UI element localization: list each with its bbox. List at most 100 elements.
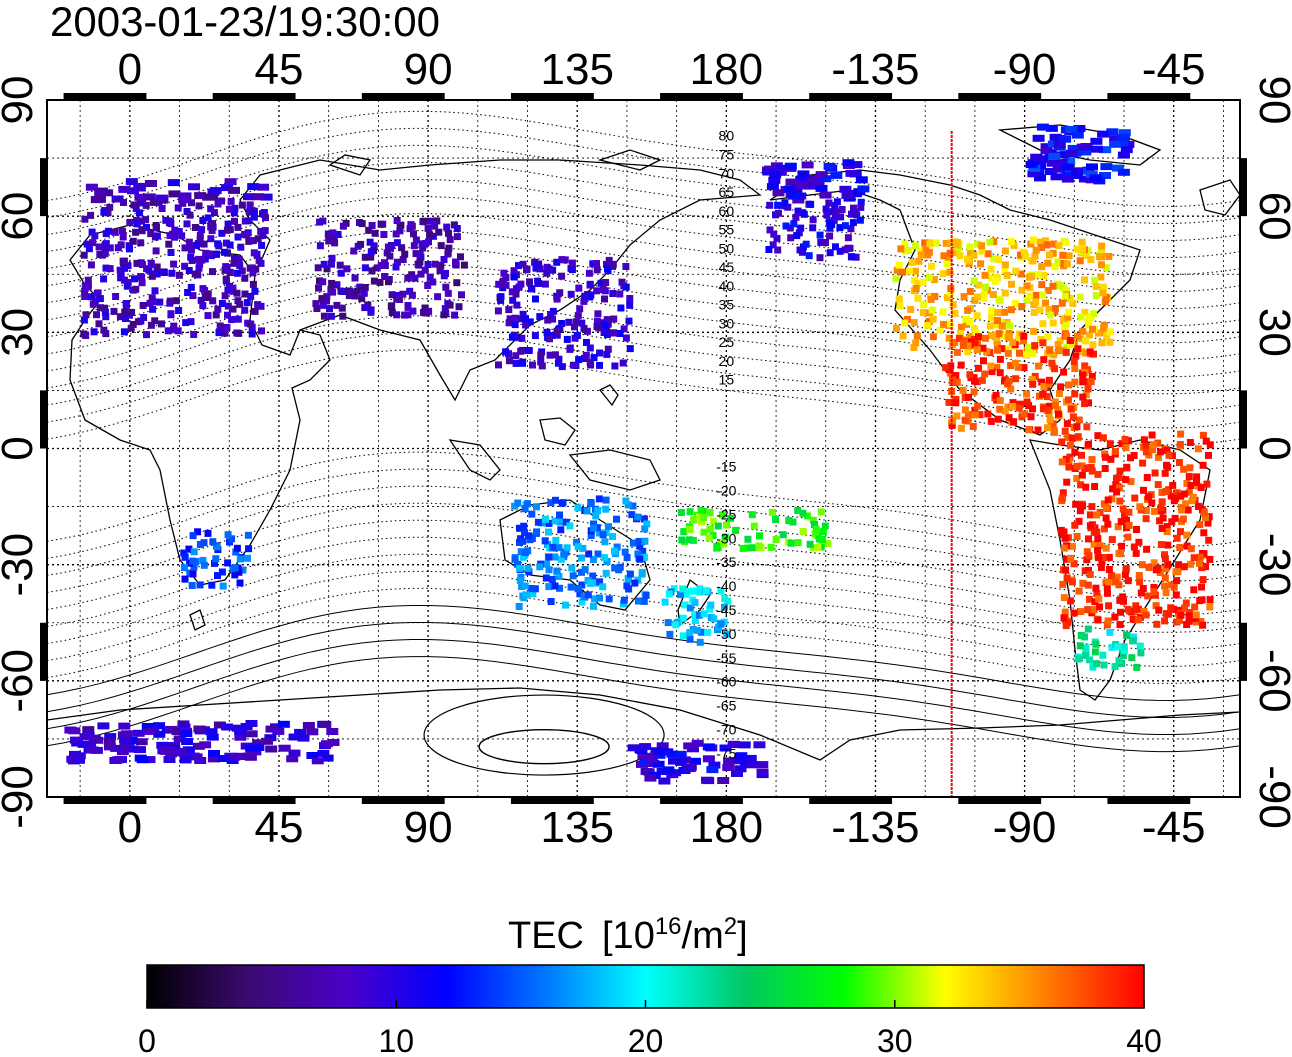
tec-cell — [719, 744, 732, 752]
tec-cell — [513, 301, 521, 309]
tec-cell — [1161, 555, 1169, 563]
tec-cell — [1068, 578, 1076, 586]
tec-cell — [1120, 647, 1128, 654]
tec-cell — [698, 518, 706, 526]
tec-cell — [974, 240, 982, 248]
tec-cell — [1046, 347, 1054, 354]
tec-cell — [683, 742, 696, 750]
tec-cell — [243, 752, 256, 760]
tec-cell — [102, 240, 110, 248]
tec-cell — [620, 596, 628, 604]
tec-cell — [1020, 337, 1028, 345]
tec-cell — [167, 220, 175, 228]
tec-cell — [583, 339, 590, 346]
tec-cell — [218, 300, 226, 307]
tec-cell — [199, 741, 212, 749]
tec-cell — [1190, 554, 1198, 562]
tec-cell — [434, 293, 442, 301]
tec-cell — [249, 280, 257, 288]
tec-cell — [1039, 291, 1047, 299]
tec-cell — [1055, 242, 1063, 249]
tec-cell — [775, 164, 788, 172]
tec-cell — [505, 306, 513, 314]
tec-cell — [219, 582, 227, 590]
tec-cell — [1107, 572, 1115, 580]
tec-cell — [766, 201, 774, 209]
tec-cell — [257, 227, 265, 235]
left-lat-label: 90 — [0, 76, 42, 125]
tec-cell — [251, 307, 259, 315]
tec-cell — [1012, 375, 1020, 383]
top-lon-label: 180 — [690, 45, 763, 94]
tec-cell — [1098, 339, 1106, 347]
tec-cell — [1064, 396, 1072, 404]
contour-label: -65 — [716, 698, 736, 714]
tec-cell — [531, 585, 539, 593]
tec-cell — [245, 730, 258, 738]
tec-cell — [1206, 441, 1214, 449]
tec-cell — [772, 189, 785, 197]
tec-cell — [1076, 143, 1089, 151]
tec-cell — [243, 231, 251, 239]
tec-cell — [1084, 606, 1092, 614]
tec-cell — [1071, 448, 1079, 456]
tec-cell — [1086, 571, 1094, 578]
tec-cell — [605, 256, 613, 264]
tec-cell — [260, 193, 273, 201]
tec-cell — [1170, 583, 1178, 591]
tec-cell — [695, 611, 703, 619]
tec-cell — [1206, 596, 1214, 604]
tec-cell — [1136, 503, 1144, 511]
tec-cell — [252, 739, 265, 747]
tec-cell — [1060, 284, 1068, 292]
tec-cell — [147, 261, 155, 269]
tec-cell — [117, 241, 125, 249]
tec-cell — [210, 209, 218, 217]
tec-cell — [1042, 299, 1049, 307]
tec-cell — [120, 328, 128, 336]
tec-cell — [1134, 605, 1142, 613]
tec-cell — [319, 301, 327, 309]
tec-cell — [1113, 573, 1121, 581]
tec-cell — [797, 170, 810, 178]
tec-cell — [1040, 143, 1053, 151]
tec-cell — [544, 316, 552, 324]
tec-cell — [603, 558, 611, 565]
tec-cell — [956, 252, 964, 260]
tec-cell — [249, 748, 262, 756]
tec-cell — [223, 264, 231, 271]
tec-cell — [1072, 352, 1080, 360]
tec-cell — [241, 306, 249, 314]
tec-cell — [73, 752, 86, 760]
tec-cell — [1001, 289, 1009, 297]
tec-cell — [534, 277, 542, 285]
tec-cell — [1163, 528, 1171, 536]
tec-cell — [1003, 271, 1011, 279]
tec-cell — [1106, 440, 1114, 448]
tec-cell — [1198, 583, 1205, 591]
tec-cell — [995, 256, 1002, 264]
tec-cell — [1018, 286, 1026, 294]
tec-cell — [926, 240, 934, 248]
tec-cell — [1030, 309, 1038, 316]
tec-cell — [249, 237, 257, 245]
tec-cell — [556, 584, 564, 592]
tec-cell — [1023, 282, 1031, 290]
tec-cell — [336, 261, 344, 269]
tec-cell — [1094, 616, 1102, 624]
tec-cell — [553, 295, 561, 303]
tec-cell — [232, 548, 240, 556]
tec-cell — [1158, 524, 1166, 532]
tec-cell — [1183, 542, 1191, 550]
tec-cell — [1036, 238, 1044, 246]
tec-cell — [696, 638, 704, 646]
tec-cell — [1091, 648, 1099, 656]
tec-cell — [1144, 493, 1152, 501]
tec-cell — [431, 260, 439, 268]
tec-cell — [1157, 504, 1165, 512]
tec-cell — [250, 210, 258, 217]
tec-cell — [946, 369, 954, 377]
tec-cell — [386, 252, 394, 260]
tec-cell — [666, 630, 674, 638]
tec-cell — [509, 296, 517, 304]
